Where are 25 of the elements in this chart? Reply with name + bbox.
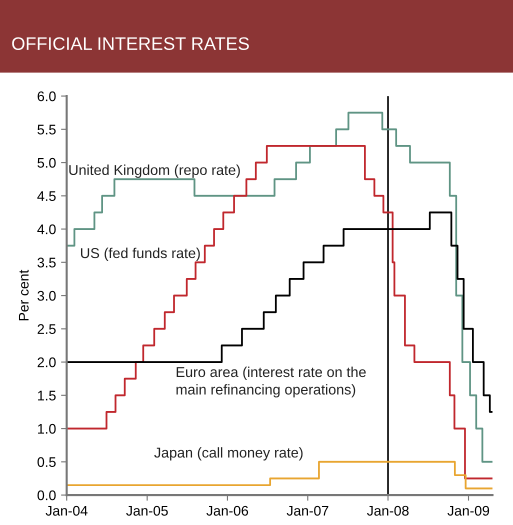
series-label: Japan (call money rate) [154, 447, 303, 461]
x-tick-label: Jan-06 [206, 506, 248, 516]
y-tick-label: 2.0 [38, 357, 56, 368]
y-tick-label: 3.0 [37, 290, 56, 301]
y-tick-label: 5.5 [38, 124, 56, 134]
y-axis-title: Per cent [18, 270, 29, 320]
y-tick-label: 0.0 [38, 490, 56, 500]
x-tick-label: Jan-08 [366, 506, 409, 516]
y-tick-label: 3.5 [37, 258, 56, 268]
x-tick-label: Jan-09 [447, 506, 490, 516]
series-label: United Kingdom (repo rate) [69, 164, 240, 178]
y-tick-label: 2.5 [38, 324, 56, 334]
y-tick-label: 6.0 [38, 91, 56, 102]
series-label: Euro area (interest rate on the main refinancing operations) [176, 366, 366, 398]
y-tick-label: 0.5 [38, 457, 56, 467]
y-tick-label: 5.0 [38, 158, 56, 168]
x-tick-label: Jan-07 [286, 506, 328, 516]
y-tick-label: 4.5 [37, 191, 56, 201]
y-tick-label: 4.0 [37, 224, 56, 234]
x-tick-label: Jan-05 [126, 506, 168, 516]
x-tick-label: Jan-04 [46, 506, 88, 516]
series-label: US (fed funds rate) [80, 248, 200, 262]
chart-title: OFFICIAL INTEREST RATES [12, 37, 249, 50]
y-tick-label: 1.0 [38, 424, 56, 434]
y-tick-label: 1.5 [38, 390, 56, 400]
